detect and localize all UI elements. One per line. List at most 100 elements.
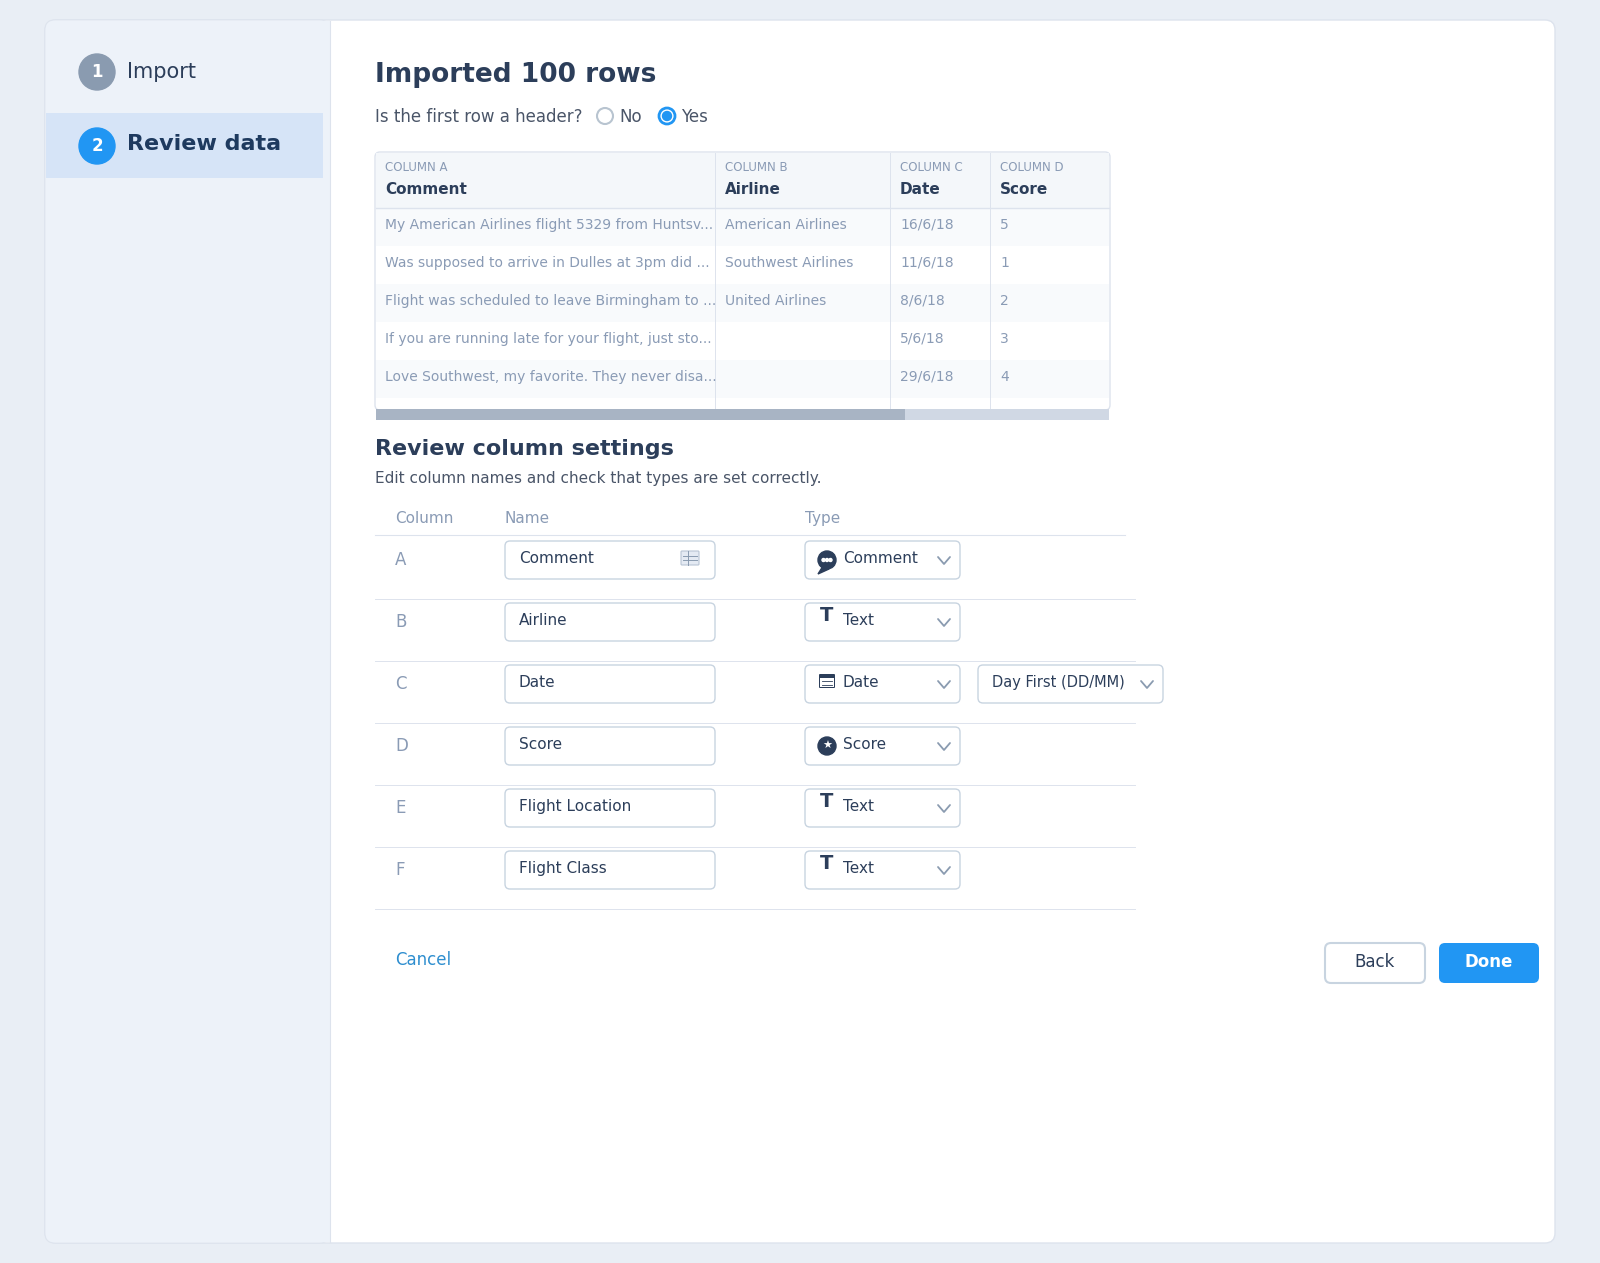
Text: 5: 5 xyxy=(1000,218,1008,232)
FancyBboxPatch shape xyxy=(805,602,960,642)
FancyBboxPatch shape xyxy=(506,727,715,765)
Text: No: No xyxy=(619,109,642,126)
Text: 1: 1 xyxy=(91,63,102,81)
FancyBboxPatch shape xyxy=(315,21,331,1242)
Text: Date: Date xyxy=(899,182,941,197)
Text: My American Airlines flight 5329 from Huntsv...: My American Airlines flight 5329 from Hu… xyxy=(386,218,714,232)
Text: Was supposed to arrive in Dulles at 3pm did ...: Was supposed to arrive in Dulles at 3pm … xyxy=(386,256,710,270)
Text: T: T xyxy=(821,792,834,811)
FancyBboxPatch shape xyxy=(376,153,1109,208)
Circle shape xyxy=(659,109,675,124)
Text: Love Southwest, my favorite. They never disa...: Love Southwest, my favorite. They never … xyxy=(386,370,717,384)
Text: Imported 100 rows: Imported 100 rows xyxy=(374,62,656,88)
FancyBboxPatch shape xyxy=(506,851,715,889)
Circle shape xyxy=(818,551,835,570)
Text: Southwest Airlines: Southwest Airlines xyxy=(725,256,853,270)
Text: ★: ★ xyxy=(822,741,832,751)
Text: COLUMN B: COLUMN B xyxy=(725,160,787,174)
FancyBboxPatch shape xyxy=(682,551,699,565)
Circle shape xyxy=(829,558,832,562)
Text: 16/6/18: 16/6/18 xyxy=(899,218,954,232)
Text: Score: Score xyxy=(843,738,886,751)
Polygon shape xyxy=(818,566,829,573)
FancyBboxPatch shape xyxy=(805,727,960,765)
Text: If you are running late for your flight, just sto...: If you are running late for your flight,… xyxy=(386,332,712,346)
FancyBboxPatch shape xyxy=(376,409,906,421)
Text: Done: Done xyxy=(1466,954,1514,971)
FancyBboxPatch shape xyxy=(819,678,834,687)
Text: 2: 2 xyxy=(91,136,102,155)
FancyBboxPatch shape xyxy=(506,789,715,827)
Text: Date: Date xyxy=(518,674,555,690)
Text: 5/6/18: 5/6/18 xyxy=(899,332,944,346)
Text: 2: 2 xyxy=(1000,294,1008,308)
Text: A: A xyxy=(395,551,406,570)
Text: Column: Column xyxy=(395,512,453,525)
Circle shape xyxy=(597,109,613,124)
Text: United Airlines: United Airlines xyxy=(725,294,826,308)
Text: Comment: Comment xyxy=(843,551,918,566)
Text: Airline: Airline xyxy=(725,182,781,197)
Text: Date: Date xyxy=(843,674,880,690)
Text: Review data: Review data xyxy=(126,134,282,154)
Text: Cancel: Cancel xyxy=(395,951,451,969)
FancyBboxPatch shape xyxy=(506,666,715,703)
Text: Flight Location: Flight Location xyxy=(518,799,632,813)
FancyBboxPatch shape xyxy=(506,541,715,578)
FancyBboxPatch shape xyxy=(376,409,1109,421)
Text: Text: Text xyxy=(843,799,874,813)
Text: T: T xyxy=(821,606,834,625)
Circle shape xyxy=(826,558,829,562)
Text: C: C xyxy=(395,674,406,693)
FancyBboxPatch shape xyxy=(46,112,323,178)
Text: T: T xyxy=(821,854,834,873)
Text: Flight Class: Flight Class xyxy=(518,861,606,877)
Text: E: E xyxy=(395,799,405,817)
Text: COLUMN D: COLUMN D xyxy=(1000,160,1064,174)
Circle shape xyxy=(818,738,835,755)
Text: Is the first row a header?: Is the first row a header? xyxy=(374,109,582,126)
Text: Text: Text xyxy=(843,861,874,877)
Text: Score: Score xyxy=(1000,182,1048,197)
Text: Review column settings: Review column settings xyxy=(374,440,674,458)
FancyBboxPatch shape xyxy=(374,152,1110,410)
Text: Import: Import xyxy=(126,62,195,82)
Text: Comment: Comment xyxy=(518,551,594,566)
Text: Yes: Yes xyxy=(682,109,707,126)
FancyBboxPatch shape xyxy=(45,20,1555,1243)
FancyBboxPatch shape xyxy=(1325,943,1426,983)
FancyBboxPatch shape xyxy=(45,20,330,1243)
Text: Comment: Comment xyxy=(386,182,467,197)
Text: D: D xyxy=(395,738,408,755)
Text: 3: 3 xyxy=(1000,332,1008,346)
Text: COLUMN C: COLUMN C xyxy=(899,160,963,174)
Text: 11/6/18: 11/6/18 xyxy=(899,256,954,270)
FancyBboxPatch shape xyxy=(805,789,960,827)
Text: Airline: Airline xyxy=(518,613,568,628)
Text: Text: Text xyxy=(843,613,874,628)
Circle shape xyxy=(662,111,672,120)
Circle shape xyxy=(78,54,115,90)
Text: American Airlines: American Airlines xyxy=(725,218,846,232)
FancyBboxPatch shape xyxy=(376,208,1109,246)
Text: COLUMN A: COLUMN A xyxy=(386,160,448,174)
Text: Name: Name xyxy=(506,512,550,525)
Text: B: B xyxy=(395,613,406,632)
FancyBboxPatch shape xyxy=(805,541,960,578)
FancyBboxPatch shape xyxy=(978,666,1163,703)
Text: 8/6/18: 8/6/18 xyxy=(899,294,944,308)
FancyBboxPatch shape xyxy=(376,284,1109,322)
Text: 1: 1 xyxy=(1000,256,1010,270)
Text: Type: Type xyxy=(805,512,840,525)
FancyBboxPatch shape xyxy=(1438,943,1539,983)
Text: Edit column names and check that types are set correctly.: Edit column names and check that types a… xyxy=(374,471,821,486)
Text: 4: 4 xyxy=(1000,370,1008,384)
FancyBboxPatch shape xyxy=(805,851,960,889)
Text: Day First (DD/MM): Day First (DD/MM) xyxy=(992,674,1125,690)
Text: Back: Back xyxy=(1355,954,1395,971)
FancyBboxPatch shape xyxy=(805,666,960,703)
Circle shape xyxy=(822,558,826,562)
FancyBboxPatch shape xyxy=(819,674,835,688)
FancyBboxPatch shape xyxy=(376,360,1109,398)
Circle shape xyxy=(78,128,115,164)
